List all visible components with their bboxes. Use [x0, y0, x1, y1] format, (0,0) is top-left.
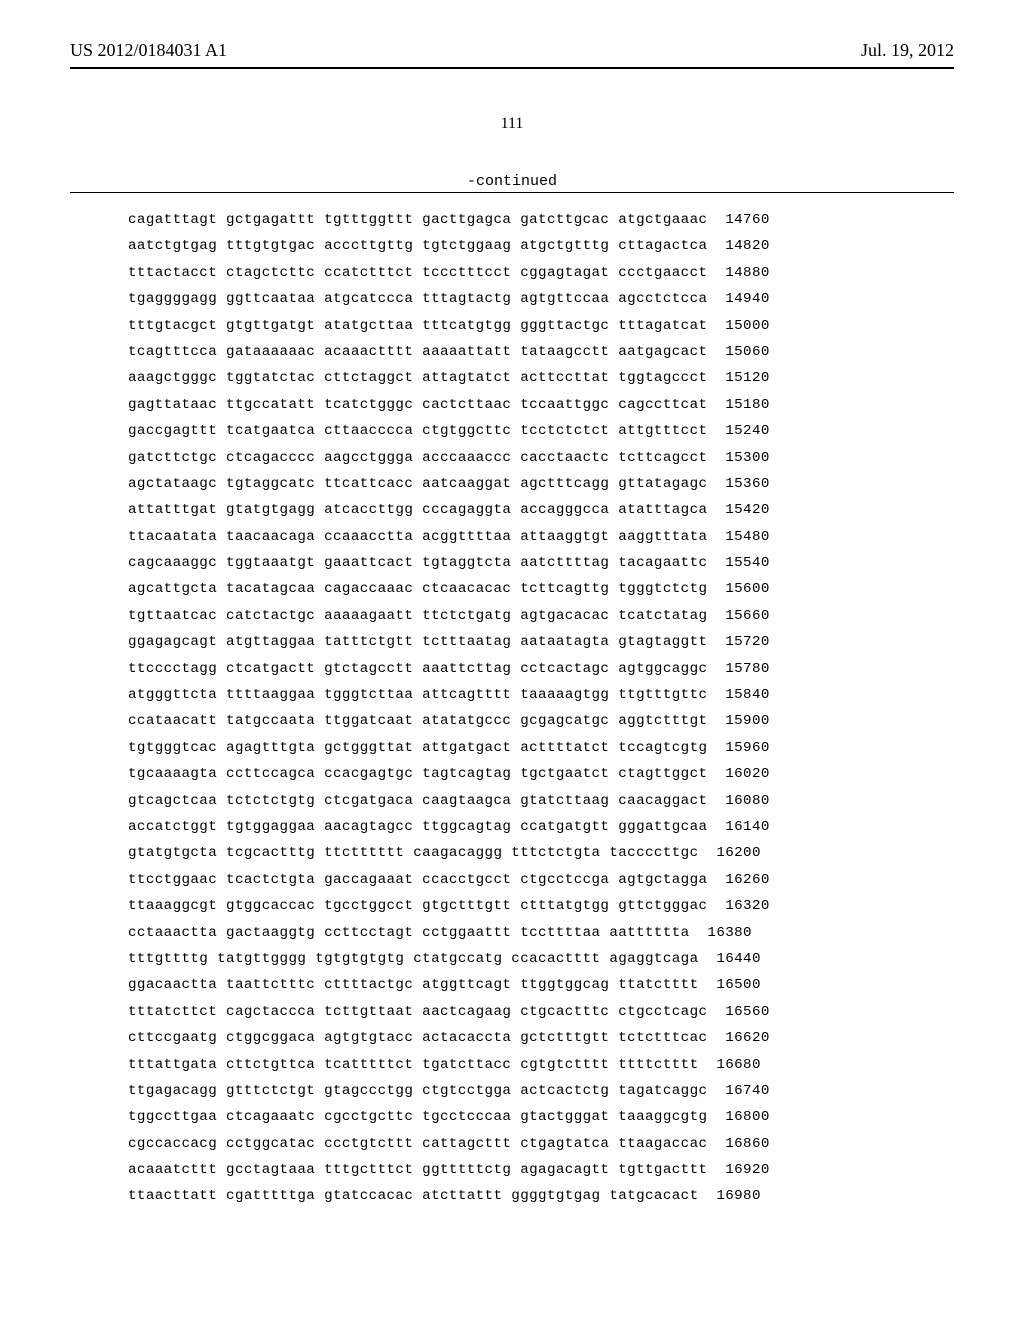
sequence-row: tttatcttct cagctaccca tcttgttaat aactcag…: [128, 1005, 954, 1019]
sequence-row: tggccttgaa ctcagaaatc cgcctgcttc tgcctcc…: [128, 1110, 954, 1124]
publication-date: Jul. 19, 2012: [861, 40, 954, 61]
sequence-row: acaaatcttt gcctagtaaa tttgctttct ggttttt…: [128, 1163, 954, 1177]
sequence-row: aaagctgggc tggtatctac cttctaggct attagta…: [128, 371, 954, 385]
sequence-row: gaccgagttt tcatgaatca cttaacccca ctgtggc…: [128, 424, 954, 438]
sequence-row: ttacaatata taacaacaga ccaaacctta acggttt…: [128, 530, 954, 544]
sequence-row: tttgtacgct gtgttgatgt atatgcttaa tttcatg…: [128, 319, 954, 333]
sequence-row: gtcagctcaa tctctctgtg ctcgatgaca caagtaa…: [128, 794, 954, 808]
sequence-row: agctataagc tgtaggcatc ttcattcacc aatcaag…: [128, 477, 954, 491]
sequence-row: agcattgcta tacatagcaa cagaccaaac ctcaaca…: [128, 582, 954, 596]
page-number: 111: [70, 115, 954, 133]
sequence-row: ttaacttatt cgatttttga gtatccacac atcttat…: [128, 1189, 954, 1203]
sequence-row: tttattgata cttctgttca tcatttttct tgatctt…: [128, 1058, 954, 1072]
sequence-row: accatctggt tgtggaggaa aacagtagcc ttggcag…: [128, 820, 954, 834]
sequence-row: cctaaactta gactaaggtg ccttcctagt cctggaa…: [128, 926, 954, 940]
sequence-row: cttccgaatg ctggcggaca agtgtgtacc actacac…: [128, 1031, 954, 1045]
sequence-row: tttactacct ctagctcttc ccatctttct tcccttt…: [128, 266, 954, 280]
sequence-row: gtatgtgcta tcgcactttg ttctttttt caagacag…: [128, 846, 954, 860]
sequence-row: ccataacatt tatgccaata ttggatcaat atatatg…: [128, 714, 954, 728]
sequence-row: ttaaaggcgt gtggcaccac tgcctggcct gtgcttt…: [128, 899, 954, 913]
sequence-row: tttgttttg tatgttgggg tgtgtgtgtg ctatgcca…: [128, 952, 954, 966]
sequence-row: tgttaatcac catctactgc aaaaagaatt ttctctg…: [128, 609, 954, 623]
sequence-row: ttgagacagg gtttctctgt gtagccctgg ctgtcct…: [128, 1084, 954, 1098]
sequence-row: ggacaactta taattctttc cttttactgc atggttc…: [128, 978, 954, 992]
sequence-row: ttcccctagg ctcatgactt gtctagcctt aaattct…: [128, 662, 954, 676]
sequence-row: tgcaaaagta ccttccagca ccacgagtgc tagtcag…: [128, 767, 954, 781]
sequence-row: ttcctggaac tcactctgta gaccagaaat ccacctg…: [128, 873, 954, 887]
sequence-row: gatcttctgc ctcagacccc aagcctggga acccaaa…: [128, 451, 954, 465]
sequence-row: cgccaccacg cctggcatac ccctgtcttt cattagc…: [128, 1137, 954, 1151]
sequence-row: aatctgtgag tttgtgtgac acccttgttg tgtctgg…: [128, 239, 954, 253]
sequence-row: cagatttagt gctgagattt tgtttggttt gacttga…: [128, 213, 954, 227]
sequence-row: cagcaaaggc tggtaaatgt gaaattcact tgtaggt…: [128, 556, 954, 570]
sequence-row: tgaggggagg ggttcaataa atgcatccca tttagta…: [128, 292, 954, 306]
publication-number: US 2012/0184031 A1: [70, 40, 227, 61]
sequence-row: gagttataac ttgccatatt tcatctgggc cactctt…: [128, 398, 954, 412]
sequence-listing: cagatttagt gctgagattt tgtttggttt gacttga…: [128, 213, 954, 1204]
sequence-row: tgtgggtcac agagtttgta gctgggttat attgatg…: [128, 741, 954, 755]
sequence-row: tcagtttcca gataaaaaac acaaactttt aaaaatt…: [128, 345, 954, 359]
table-top-rule: [70, 192, 954, 193]
sequence-row: attatttgat gtatgtgagg atcaccttgg cccagag…: [128, 503, 954, 517]
header-rule: [70, 67, 954, 69]
continued-label: -continued: [70, 173, 954, 190]
sequence-row: atgggttcta ttttaaggaa tgggtcttaa attcagt…: [128, 688, 954, 702]
sequence-row: ggagagcagt atgttaggaa tatttctgtt tctttaa…: [128, 635, 954, 649]
